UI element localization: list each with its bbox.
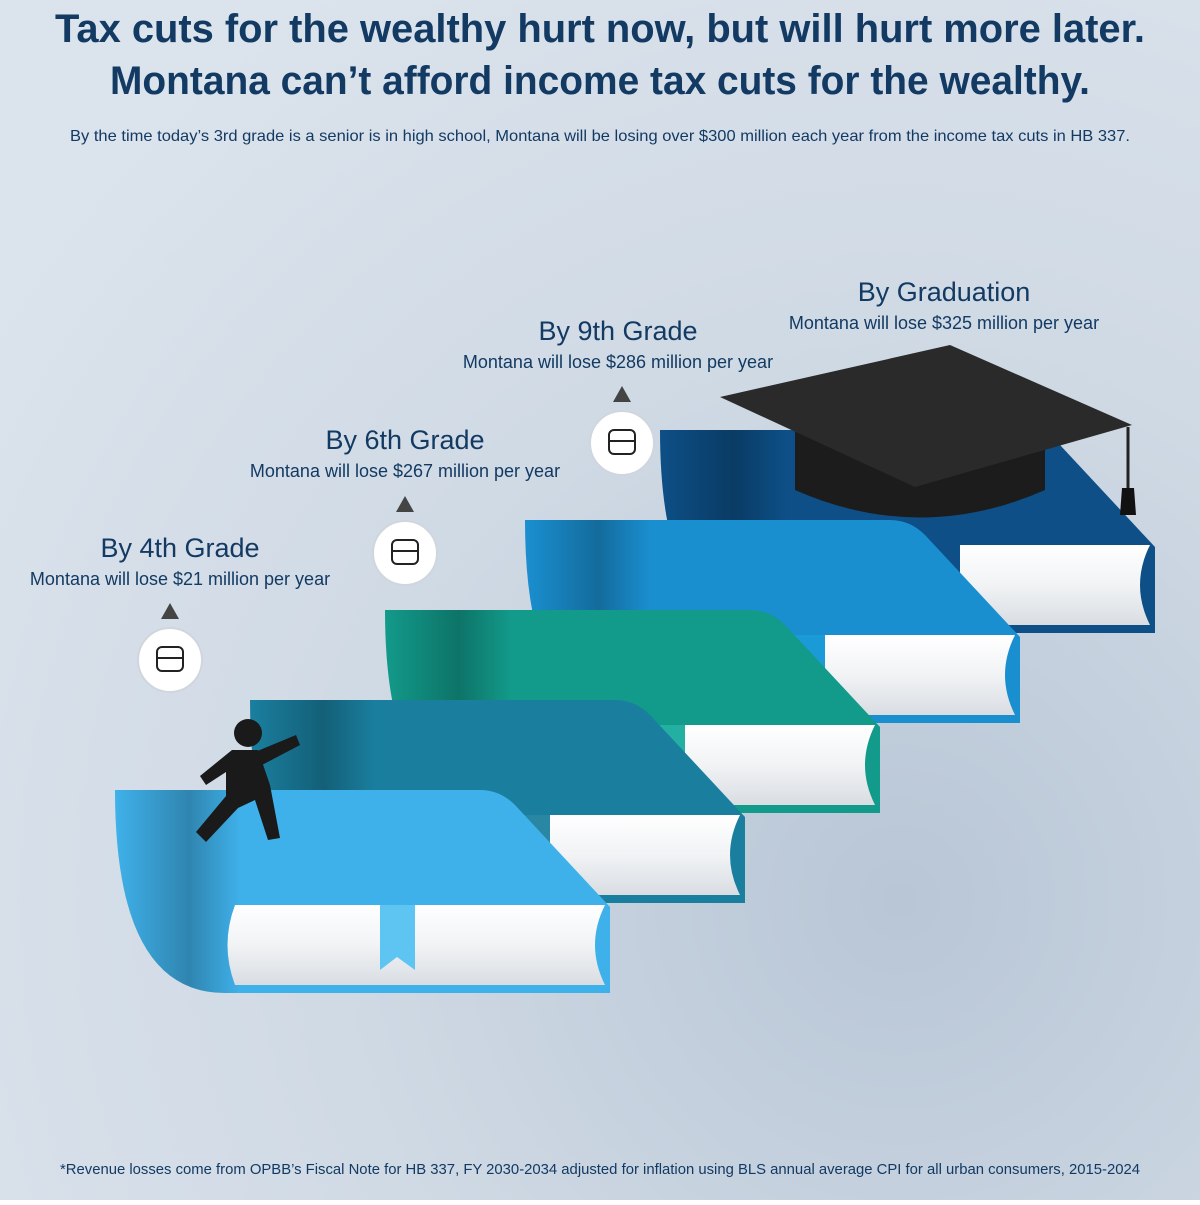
book-pages xyxy=(227,905,605,985)
milestone-text: Montana will lose $21 million per year xyxy=(30,569,330,589)
milestone-text: Montana will lose $286 million per year xyxy=(463,352,773,372)
milestone-heading: By Graduation xyxy=(858,277,1031,307)
milestone: By 6th Grade Montana will lose $267 milli… xyxy=(250,425,560,586)
title-line: Montana can’t afford income tax cuts for… xyxy=(110,59,1090,103)
milestone-text: Montana will lose $325 million per year xyxy=(789,313,1099,333)
title-line: Tax cuts for the wealthy hurt now, but w… xyxy=(55,7,1145,51)
milestone-text: Montana will lose $267 million per year xyxy=(250,461,560,481)
icon-badge xyxy=(137,627,203,693)
milestone: By 4th Grade Montana will lose $21 millio… xyxy=(30,533,330,693)
book-stairs xyxy=(115,430,1155,993)
milestone-heading: By 4th Grade xyxy=(100,533,259,563)
subtitle: By the time today’s 3rd grade is a senio… xyxy=(70,128,1130,145)
student-figure xyxy=(196,719,300,842)
book xyxy=(115,790,610,993)
graduation-cap xyxy=(720,345,1136,518)
milestone-heading: By 9th Grade xyxy=(538,316,697,346)
milestone: By Graduation Montana will lose $325 mill… xyxy=(789,277,1099,333)
bookmark xyxy=(380,905,415,970)
footnote: *Revenue losses come from OPBB’s Fiscal … xyxy=(60,1161,1140,1178)
milestones: By 4th Grade Montana will lose $21 millio… xyxy=(30,277,1099,693)
pointer-arrow xyxy=(161,603,179,619)
milestone: By 9th Grade Montana will lose $286 milli… xyxy=(463,316,773,476)
pointer-arrow xyxy=(613,386,631,402)
pointer-arrow xyxy=(396,496,414,512)
icon-badge xyxy=(372,520,438,586)
icon-badge xyxy=(589,410,655,476)
milestone-heading: By 6th Grade xyxy=(325,425,484,455)
